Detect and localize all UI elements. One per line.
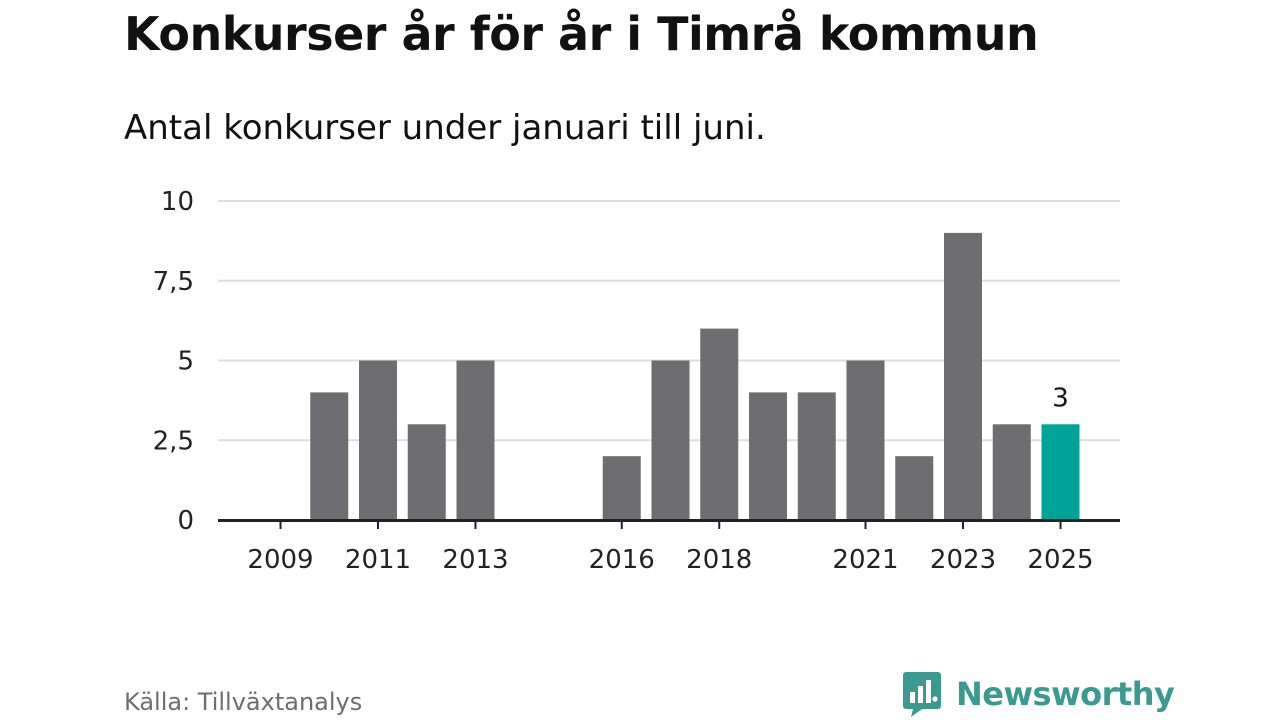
y-tick-label: 7,5	[153, 267, 194, 297]
bar-chart-speech-bubble-icon	[903, 672, 941, 717]
x-tick-label: 2018	[686, 545, 752, 575]
labels: 0 2,5 5 7,5 10 2009 2011 2013 2016 2018 2021 2023 20…	[153, 187, 1094, 575]
y-tick-label: 5	[177, 347, 194, 377]
bar	[944, 232, 982, 520]
x-tick-label: 2009	[247, 545, 313, 575]
bar	[407, 424, 446, 520]
x-tick-label: 2023	[930, 545, 996, 575]
bar	[797, 392, 836, 520]
brand-name: Newsworthy	[956, 675, 1175, 713]
bar	[992, 424, 1031, 520]
bar	[749, 392, 787, 520]
y-tick-label: 10	[161, 187, 194, 217]
x-tick-label: 2011	[345, 545, 411, 575]
bar	[1041, 424, 1080, 520]
brand-logo: Newsworthy	[902, 670, 1175, 718]
bar	[359, 360, 397, 520]
source-note: Källa: Tillväxtanalys	[124, 688, 363, 716]
x-tick-label: 2016	[589, 545, 655, 575]
y-tick-label: 2,5	[153, 426, 194, 456]
bar	[895, 456, 934, 520]
x-tick-label: 2013	[442, 545, 508, 575]
bar	[651, 360, 690, 520]
bar	[700, 328, 739, 520]
chart-title: Konkurser år för år i Timrå kommun	[124, 7, 1039, 61]
bar	[310, 392, 349, 520]
axes	[218, 519, 1120, 529]
y-tick-label: 0	[177, 506, 194, 536]
data-label: 3	[1052, 383, 1069, 413]
chart-subtitle: Antal konkurser under januari till juni.	[124, 108, 766, 148]
bar	[456, 360, 495, 520]
bar	[846, 360, 885, 520]
bar-chart: 0 2,5 5 7,5 10 2009 2011 2013 2016 2018 2021 2023 20…	[153, 187, 1120, 575]
x-tick-label: 2025	[1027, 545, 1093, 575]
x-tick-label: 2021	[832, 545, 898, 575]
bar	[602, 456, 641, 520]
bars	[310, 232, 1080, 520]
